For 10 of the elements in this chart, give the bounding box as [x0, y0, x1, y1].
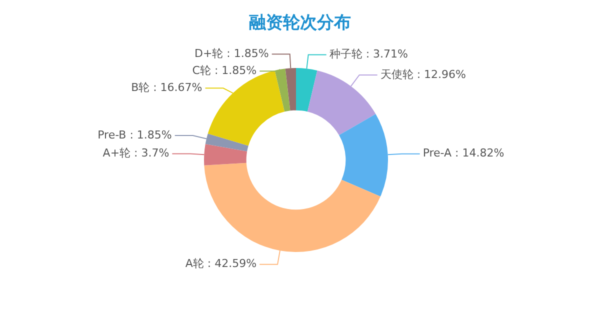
slice-label: 天使轮 : 12.96%: [380, 68, 466, 81]
slice-label: 种子轮 : 3.71%: [329, 48, 408, 61]
slice-label: D+轮 : 1.85%: [194, 47, 269, 60]
slice-label: A+轮 : 3.7%: [102, 146, 170, 160]
slice-label: Pre-B : 1.85%: [98, 128, 172, 142]
chart-title: 融资轮次分布: [248, 12, 352, 35]
slice-label: A轮 : 42.59%: [185, 257, 257, 270]
slice-label: Pre-A : 14.82%: [422, 146, 504, 160]
slice-label: C轮 : 1.85%: [192, 64, 257, 78]
slice-label: B轮 : 16.67%: [131, 81, 202, 94]
